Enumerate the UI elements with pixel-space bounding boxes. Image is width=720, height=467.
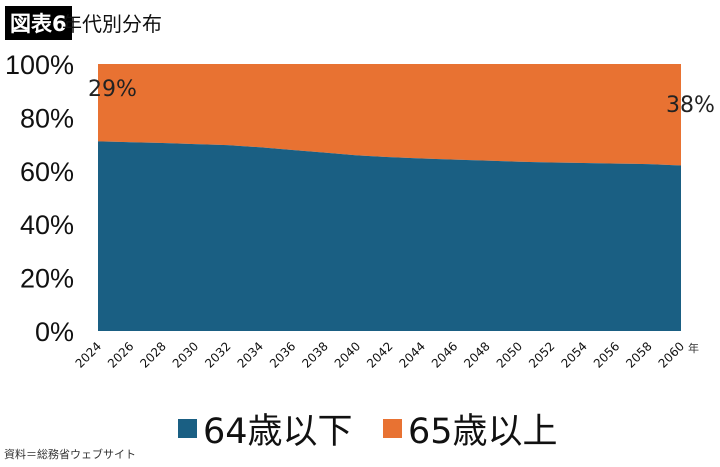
x-tick-label: 2032 (202, 339, 233, 370)
x-tick-label: 2046 (429, 339, 460, 370)
x-tick-label: 2028 (137, 339, 168, 370)
y-tick-label: 60% (20, 157, 74, 187)
x-unit-label: 年 (688, 341, 699, 355)
x-tick-label: 2034 (235, 339, 266, 370)
legend-item-under-64: 64歳以下 (178, 403, 353, 454)
legend-swatch (178, 419, 197, 438)
legend-item-65-plus: 65歳以上 (383, 403, 558, 454)
area-chart: 0%20%40%60%80%100%2024 2026 2028 2030 2032 20… (5, 50, 715, 371)
x-tick-label: 2036 (267, 339, 298, 370)
x-tick-label: 2052 (526, 339, 557, 370)
x-tick-label: 2056 (591, 339, 622, 370)
y-tick-label: 0% (35, 317, 74, 347)
figure-tag: 図表6 (5, 6, 72, 40)
x-tick-label: 2030 (170, 339, 201, 370)
series-area-65-plus (98, 64, 681, 166)
y-tick-label: 100% (5, 50, 74, 80)
x-tick-label: 2042 (364, 339, 395, 370)
x-tick-label: 2044 (397, 339, 428, 370)
series-area-under-64 (98, 141, 681, 331)
legend-swatch (383, 419, 402, 438)
legend-label: 64歳以下 (203, 412, 353, 452)
x-tick-label: 2058 (623, 339, 654, 370)
y-tick-label: 80% (20, 103, 74, 133)
x-tick-label: 2038 (299, 339, 330, 370)
y-tick-label: 40% (20, 210, 74, 240)
x-tick-label: 2050 (494, 339, 525, 370)
x-tick-label: 2054 (558, 339, 589, 370)
x-tick-label: 2060 (656, 339, 687, 370)
y-tick-label: 20% (20, 264, 74, 294)
x-tick-label: 2026 (105, 339, 136, 370)
x-tick-label: 2024 (73, 339, 104, 370)
legend-label: 65歳以上 (408, 412, 558, 452)
chart-title: 年代別分布 (62, 12, 162, 36)
data-label-start: 29% (88, 77, 137, 102)
x-tick-label: 2048 (461, 339, 492, 370)
source-note: 資料＝総務省ウェブサイト (4, 448, 136, 461)
x-tick-label: 2040 (332, 339, 363, 370)
data-label-end: 38% (666, 93, 715, 118)
